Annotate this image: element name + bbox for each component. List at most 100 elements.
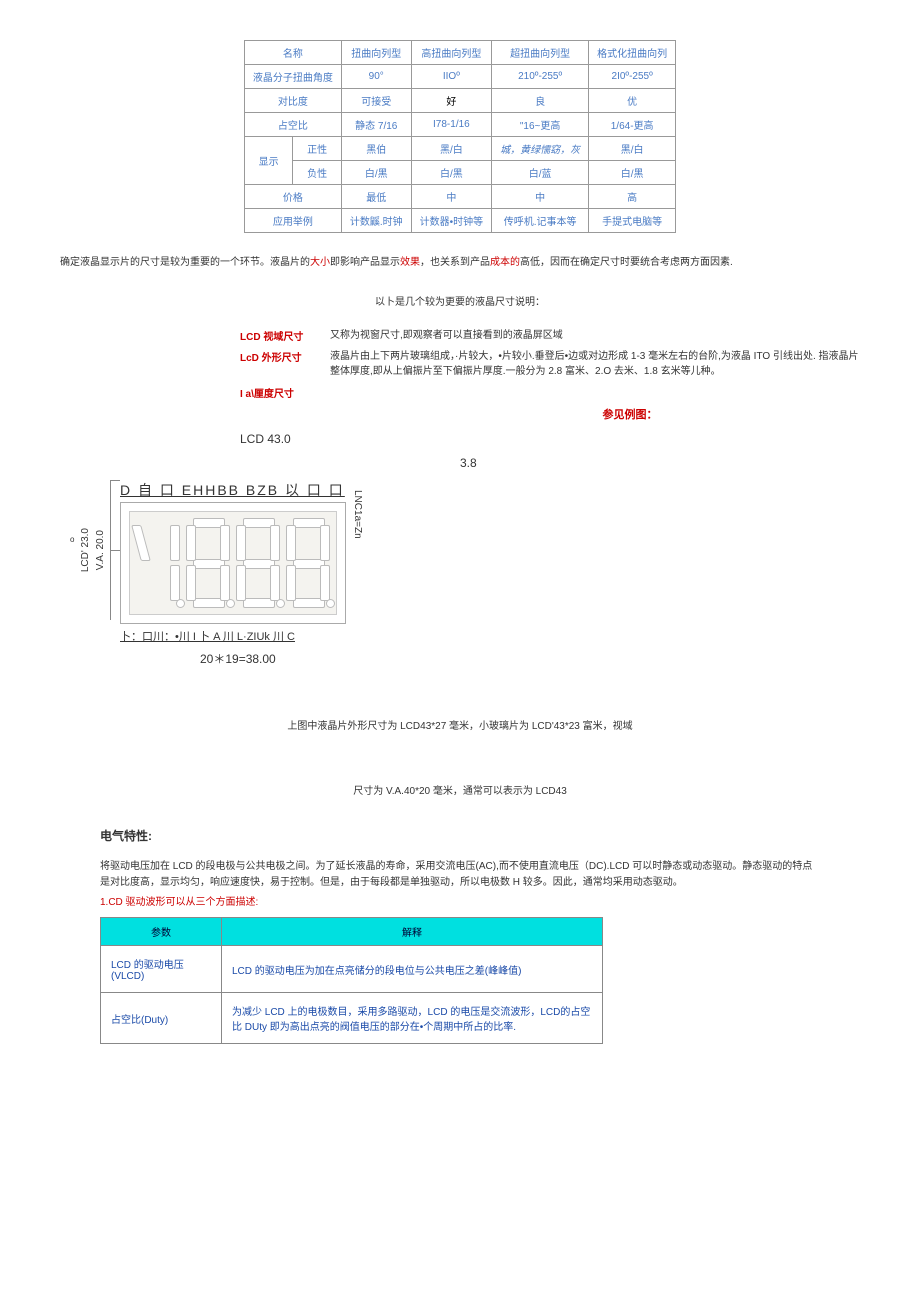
cell: 黑/白 — [411, 137, 492, 161]
hdr-c3: 超扭曲向列型 — [492, 41, 589, 65]
lcd-title: LCD 43.0 — [240, 432, 860, 446]
seg — [186, 565, 196, 601]
cell: 白/黑 — [411, 161, 492, 185]
dim-bar — [110, 480, 120, 620]
seg — [220, 565, 230, 601]
dot — [276, 599, 285, 608]
seg — [270, 565, 280, 601]
tick — [110, 480, 120, 550]
cell: 好 — [411, 89, 492, 113]
row-label: 液晶分子扭曲角度 — [244, 65, 341, 89]
cell: 计数鼷.时钟 — [341, 209, 411, 233]
cell: 中 — [411, 185, 492, 209]
hdr-c1: 扭曲向列型 — [341, 41, 411, 65]
cell: 传呼机.记事本等 — [492, 209, 589, 233]
size-note: 确定液晶显示片的尺寸是较为重要的一个环节。液晶片的大小即影响产品显示效果，也关系… — [60, 253, 860, 268]
lcd-diagram: o LCD' 23.0 V.A. 20.0 D 自 口 EHHBB BZB 以 … — [80, 480, 860, 644]
sub-label: 正性 — [293, 137, 342, 161]
def-row: LcD 外形尺寸 液晶片由上下两片玻璃组成，·片较大，•片较小.垂登后•边或对边… — [240, 349, 860, 379]
cell: 黑/白 — [589, 137, 676, 161]
dim-va-20: V.A. 20.0 — [95, 530, 106, 570]
row-label: 占空比 — [244, 113, 341, 137]
row-label: 应用举例 — [244, 209, 341, 233]
cell: 计数器•时钟等 — [411, 209, 492, 233]
seg — [236, 525, 246, 561]
def-text: 液晶片由上下两片玻璃组成，·片较大，•片较小.垂登后•边或对边形成 1-3 毫米… — [330, 349, 860, 379]
cell: 中 — [492, 185, 589, 209]
cell: 良 — [492, 89, 589, 113]
seg — [270, 525, 280, 561]
row-label: 价格 — [244, 185, 341, 209]
table-row: 液晶分子扭曲角度 90° IIOº 210º-255º 2I0º-255º — [244, 65, 675, 89]
calc-text: 20＊19=38.00 — [200, 650, 860, 667]
cell: 90° — [341, 65, 411, 89]
hdr-name: 名称 — [244, 41, 341, 65]
seg — [286, 525, 296, 561]
cell: I78-1/16 — [411, 113, 492, 137]
def-label: LCD 视域尺寸 — [240, 328, 330, 343]
table-row: 负性 白/黑 白/黑 白/蓝 白/黑 — [244, 161, 675, 185]
waveform-intro: 1.CD 驱动波形可以从三个方面描述: — [100, 895, 820, 911]
cell: IIOº — [411, 65, 492, 89]
cell: 白/黑 — [341, 161, 411, 185]
dimension-38: 3.8 — [460, 456, 860, 470]
red-text: 成本的 — [490, 257, 520, 268]
table-row: 价格 最低 中 中 高 — [244, 185, 675, 209]
right-dim-label: LNC1a=Zn — [352, 490, 363, 539]
param-desc: LCD 的驱动电压为加在点亮储分的段电位与公共电压之差(峰峰值) — [222, 946, 603, 993]
text: 确定液晶显示片的尺寸是较为重要的一个环节。液晶片的 — [60, 257, 310, 268]
text: ，也关系到产品 — [420, 257, 490, 268]
seg — [320, 565, 330, 601]
digit-3 — [236, 518, 280, 608]
section-title-electrical: 电气特性: — [100, 827, 860, 844]
table-row: 应用举例 计数鼷.时钟 计数器•时钟等 传呼机.记事本等 手提式电脑等 — [244, 209, 675, 233]
param-label: 占空比(Duty) — [101, 993, 222, 1044]
param-label: LCD 的驱动电压(VLCD) — [101, 946, 222, 993]
seg — [320, 525, 330, 561]
seg — [131, 525, 151, 561]
digit-2 — [186, 518, 230, 608]
digit-4 — [286, 518, 330, 608]
diagram-top-text: D 自 口 EHHBB BZB 以 口 口 — [120, 480, 346, 500]
dot — [176, 599, 185, 608]
seg — [220, 525, 230, 561]
table-header-row: 名称 扭曲向列型 高扭曲向列型 超扭曲向列型 格式化扭曲向列 — [244, 41, 675, 65]
seg — [286, 565, 296, 601]
table-row: 对比度 可接受 好 良 优 — [244, 89, 675, 113]
lcd-type-table: 名称 扭曲向列型 高扭曲向列型 超扭曲向列型 格式化扭曲向列 液晶分子扭曲角度 … — [244, 40, 676, 233]
seg — [236, 565, 246, 601]
cell: 白/黑 — [589, 161, 676, 185]
seg — [170, 565, 180, 601]
red-text: 大小 — [310, 257, 330, 268]
def-label: LcD 外形尺寸 — [240, 349, 330, 364]
param-desc: 为减少 LCD 上的电极数目，采用多路驱动，LCD 的电压是交流波形，LCD的占… — [222, 993, 603, 1044]
cell: "16~更高 — [492, 113, 589, 137]
cell: 210º-255º — [492, 65, 589, 89]
cell: 白/蓝 — [492, 161, 589, 185]
dot — [326, 599, 335, 608]
dim-lcd-23: LCD' 23.0 — [80, 528, 91, 572]
tick — [110, 550, 120, 620]
seg — [186, 525, 196, 561]
hdr-desc: 解释 — [222, 918, 603, 946]
sub-label: 负性 — [293, 161, 342, 185]
param-row: 占空比(Duty) 为减少 LCD 上的电极数目，采用多路驱动，LCD 的电压是… — [101, 993, 603, 1044]
red-text: 1.CD 驱动波形可以从三个方面描述: — [100, 897, 258, 908]
text: 即影响产品显示 — [330, 257, 400, 268]
cell: 优 — [589, 89, 676, 113]
cell: 静态 7/16 — [341, 113, 411, 137]
cell: 高 — [589, 185, 676, 209]
param-header-row: 参数 解释 — [101, 918, 603, 946]
reference-label: 参见例图： — [400, 406, 860, 422]
param-row: LCD 的驱动电压(VLCD) LCD 的驱动电压为加在点亮储分的段电位与公共电… — [101, 946, 603, 993]
row-label: 对比度 — [244, 89, 341, 113]
hdr-c4: 格式化扭曲向列 — [589, 41, 676, 65]
degree-marker: o — [70, 535, 74, 544]
digit-1 — [136, 518, 180, 608]
diagram-desc-2: 尺寸为 V.A.40*20 毫米，通常可以表示为 LCD43 — [60, 782, 860, 797]
cell: 手提式电脑等 — [589, 209, 676, 233]
dot — [226, 599, 235, 608]
param-table: 参数 解释 LCD 的驱动电压(VLCD) LCD 的驱动电压为加在点亮储分的段… — [100, 917, 603, 1044]
cell: 城，黄绿懦窈，灰 — [492, 137, 589, 161]
table-row: 占空比 静态 7/16 I78-1/16 "16~更高 1/64-更高 — [244, 113, 675, 137]
